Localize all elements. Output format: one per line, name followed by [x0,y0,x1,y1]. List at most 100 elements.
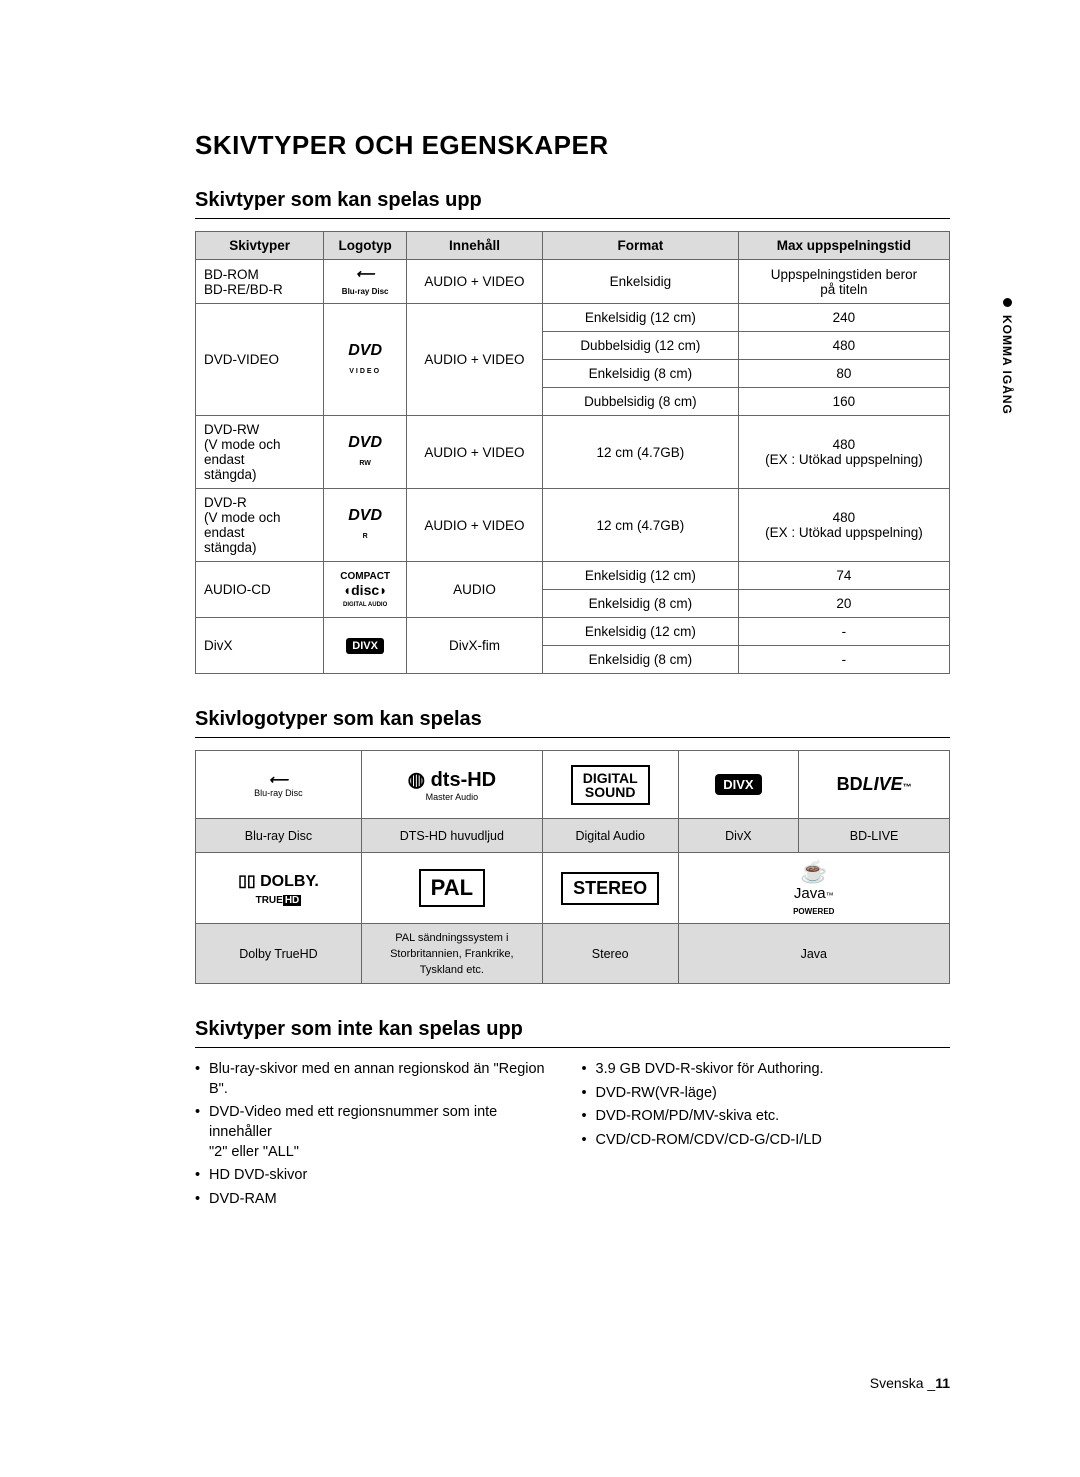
label-cell: Stereo [542,924,678,984]
th-skivtyper: Skivtyper [196,232,324,260]
java-powered-icon: ☕ [800,859,827,884]
cell-content: DivX-fim [407,618,543,674]
cell-logo: DVDVIDEO [324,304,407,416]
cell-format: Enkelsidig (8 cm) [542,590,738,618]
section3-title: Skivtyper som inte kan spelas upp [195,1018,950,1048]
section-disc-logos: Skivlogotyper som kan spelas ⟵Blu-ray Di… [195,708,950,984]
not-playable-right-col: 3.9 GB DVD-R-skivor för Authoring. DVD-R… [582,1060,951,1213]
cell-content: AUDIO + VIDEO [407,260,543,304]
dvd-r-icon: DVDR [348,507,382,543]
label-cell: Digital Audio [542,819,678,853]
cell-type: BD-ROMBD-RE/BD-R [196,260,324,304]
page-footer: Svenska _11 [870,1375,950,1391]
logo-digitalsound: DIGITALSOUND [542,751,678,819]
cell-format: Dubbelsidig (8 cm) [542,388,738,416]
cell-content: AUDIO + VIDEO [407,304,543,416]
th-logotyp: Logotyp [324,232,407,260]
dot-icon [1003,298,1012,307]
bd-live-icon: BDLIVE™ [837,774,912,794]
side-tab: KOMMA IGÅNG [1000,298,1014,415]
section-disc-types-not-playable: Skivtyper som inte kan spelas upp Blu-ra… [195,1018,950,1213]
cell-format: Enkelsidig (12 cm) [542,562,738,590]
dts-hd-icon: ◍ dts-HD [408,769,497,791]
bluray-disc-icon: ⟵Blu-ray Disc [342,266,389,297]
section1-title: Skivtyper som kan spelas upp [195,189,950,219]
logo-bdlive: BDLIVE™ [799,751,950,819]
stereo-icon: STEREO [561,872,659,905]
list-item: CVD/CD-ROM/CDV/CD-G/CD-I/LD [582,1131,951,1151]
cell-content: AUDIO + VIDEO [407,416,543,489]
cell-time: 480 [738,332,949,360]
pal-icon: PAL [419,869,485,907]
section-disc-types-playable: Skivtyper som kan spelas upp Skivtyper L… [195,189,950,674]
label-cell: BD-LIVE [799,819,950,853]
cell-format: Enkelsidig (12 cm) [542,304,738,332]
label-row-1: Blu-ray Disc DTS-HD huvudljud Digital Au… [196,819,950,853]
logo-row-2: ▯▯ DOLBY.TRUEHD PAL STEREO ☕Java™POWERED [196,853,950,924]
logo-dolby: ▯▯ DOLBY.TRUEHD [196,853,362,924]
cell-format: Enkelsidig (12 cm) [542,618,738,646]
bluray-disc-icon: ⟵ [269,772,288,787]
row-dvdrw: DVD-RW(V mode och endaststängda) DVDRW A… [196,416,950,489]
footer-lang: Svenska [870,1375,924,1391]
th-maxtid: Max uppspelningstid [738,232,949,260]
label-cell: Dolby TrueHD [196,924,362,984]
cell-time: 20 [738,590,949,618]
cell-type: DVD-RW(V mode och endaststängda) [196,416,324,489]
list-item: DVD-RAM [195,1190,564,1210]
disc-types-table: Skivtyper Logotyp Innehåll Format Max up… [195,231,950,674]
logo-divx: DIVX [678,751,799,819]
cell-time: 80 [738,360,949,388]
row-bdrom: BD-ROMBD-RE/BD-R ⟵Blu-ray Disc AUDIO + V… [196,260,950,304]
cell-time: Uppspelningstiden berorpå titeln [738,260,949,304]
cell-logo: COMPACT◖disc◗DIGITAL AUDIO [324,562,407,618]
cell-content: AUDIO [407,562,543,618]
label-cell: Blu-ray Disc [196,819,362,853]
cell-format: 12 cm (4.7GB) [542,489,738,562]
logo-dtshd: ◍ dts-HDMaster Audio [361,751,542,819]
digital-sound-icon: DIGITALSOUND [571,765,650,805]
dvd-video-icon: DVDVIDEO [348,342,382,378]
cell-logo: DVDRW [324,416,407,489]
label-cell: PAL sändningssystem iStorbritannien, Fra… [361,924,542,984]
cell-time: - [738,618,949,646]
cell-time: 480(EX : Utökad uppspelning) [738,489,949,562]
row-audiocd-1: AUDIO-CD COMPACT◖disc◗DIGITAL AUDIO AUDI… [196,562,950,590]
divx-icon: DIVX [346,638,384,654]
label-cell: DTS-HD huvudljud [361,819,542,853]
cell-logo: ⟵Blu-ray Disc [324,260,407,304]
not-playable-left-col: Blu-ray-skivor med en annan regionskod ä… [195,1060,564,1213]
row-dvdvideo-1: DVD-VIDEO DVDVIDEO AUDIO + VIDEO Enkelsi… [196,304,950,332]
cell-time: 240 [738,304,949,332]
list-item: 3.9 GB DVD-R-skivor för Authoring. [582,1060,951,1080]
divx-icon: DIVX [715,774,761,795]
list-item: DVD-RW(VR-läge) [582,1084,951,1104]
logo-stereo: STEREO [542,853,678,924]
cell-logo: DVDR [324,489,407,562]
footer-page: 11 [935,1375,950,1391]
cell-format: Enkelsidig (8 cm) [542,360,738,388]
list-item: DVD-Video med ett regionsnummer som inte… [195,1103,564,1162]
cell-content: AUDIO + VIDEO [407,489,543,562]
logo-pal: PAL [361,853,542,924]
th-format: Format [542,232,738,260]
cell-logo: DIVX [324,618,407,674]
cell-time: 160 [738,388,949,416]
side-tab-label: KOMMA IGÅNG [1000,315,1014,415]
page-title: SKIVTYPER OCH EGENSKAPER [195,130,950,161]
th-innehall: Innehåll [407,232,543,260]
list-item: HD DVD-skivor [195,1166,564,1186]
cell-time: 74 [738,562,949,590]
list-item: Blu-ray-skivor med en annan regionskod ä… [195,1060,564,1099]
cell-type: AUDIO-CD [196,562,324,618]
row-dvdr: DVD-R(V mode och endaststängda) DVDR AUD… [196,489,950,562]
logo-row-1: ⟵Blu-ray Disc ◍ dts-HDMaster Audio DIGIT… [196,751,950,819]
cell-time: - [738,646,949,674]
cell-type: DivX [196,618,324,674]
logo-bluray: ⟵Blu-ray Disc [196,751,362,819]
cell-format: Dubbelsidig (12 cm) [542,332,738,360]
dolby-truehd-icon: ▯▯ DOLBY. [238,873,319,890]
label-row-2: Dolby TrueHD PAL sändningssystem iStorbr… [196,924,950,984]
cell-type: DVD-VIDEO [196,304,324,416]
logo-java: ☕Java™POWERED [678,853,949,924]
